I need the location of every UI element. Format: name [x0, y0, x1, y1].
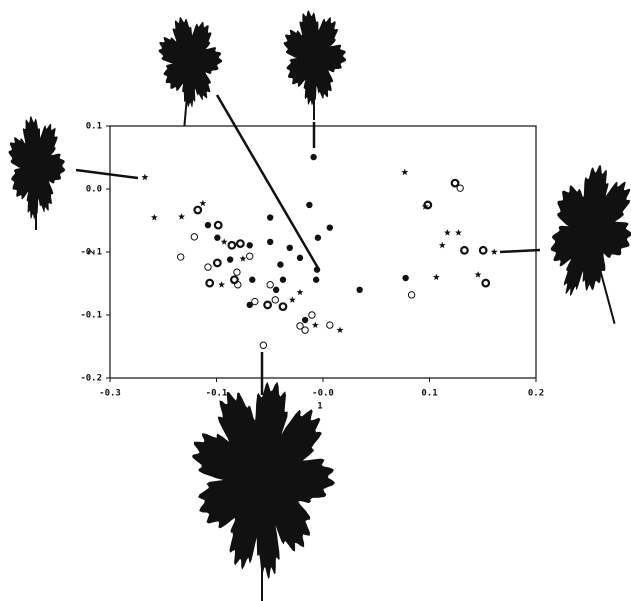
point	[280, 303, 287, 310]
point	[151, 214, 158, 221]
point	[302, 317, 308, 323]
point	[444, 229, 451, 236]
point	[247, 253, 253, 259]
point	[249, 277, 255, 283]
point	[482, 280, 489, 287]
point	[313, 277, 319, 283]
point	[199, 200, 206, 207]
point	[221, 238, 228, 245]
point	[302, 327, 308, 333]
point	[234, 269, 240, 275]
point	[327, 322, 333, 328]
point	[356, 287, 362, 293]
point	[267, 239, 273, 245]
point	[289, 296, 296, 303]
y-tick-label: -0.2	[80, 374, 102, 384]
point	[267, 214, 273, 220]
point	[401, 169, 408, 176]
leaf	[551, 165, 631, 296]
point	[215, 222, 222, 229]
chart: 1 2 -0.3-0.1-0.00.10.20.10.0-0.1-0.1-0.2	[0, 0, 631, 601]
point	[277, 261, 283, 267]
point	[247, 242, 253, 248]
point	[194, 207, 201, 214]
point	[309, 312, 315, 318]
connector	[76, 170, 138, 178]
plot-frame	[110, 126, 536, 378]
y-tick-label: -0.1	[80, 311, 102, 321]
point	[214, 260, 221, 267]
point	[206, 280, 213, 287]
point	[237, 240, 244, 247]
point	[475, 271, 482, 278]
point	[452, 180, 459, 187]
y-tick-label: -0.1	[80, 248, 102, 258]
point	[455, 229, 462, 236]
point	[287, 245, 293, 251]
point	[297, 255, 303, 261]
point	[205, 264, 211, 270]
leaf-silhouettes	[8, 10, 631, 601]
x-axis-label: 1	[317, 402, 322, 412]
point	[214, 235, 220, 241]
point	[264, 302, 271, 309]
point	[229, 242, 236, 249]
point	[218, 281, 225, 288]
connector	[500, 250, 540, 252]
point	[205, 222, 211, 228]
x-tick-label: 0.2	[528, 389, 544, 399]
point	[408, 292, 414, 298]
x-tick-label: -0.1	[206, 389, 228, 399]
x-tick-label: 0.1	[421, 389, 437, 399]
point	[260, 342, 266, 348]
point	[240, 255, 247, 262]
point	[439, 242, 446, 249]
point	[273, 287, 279, 293]
point	[191, 234, 197, 240]
leaf	[192, 382, 335, 579]
point	[267, 282, 273, 288]
point	[315, 235, 321, 241]
point	[327, 224, 333, 230]
x-tick-label: -0.0	[312, 389, 334, 399]
point	[227, 256, 233, 262]
point	[178, 213, 185, 220]
point	[280, 277, 286, 283]
y-tick-label: 0.1	[86, 122, 102, 132]
point	[178, 254, 184, 260]
point	[231, 276, 238, 283]
point	[297, 289, 304, 296]
point	[306, 202, 312, 208]
point	[491, 248, 498, 255]
point	[252, 298, 258, 304]
point	[142, 174, 149, 181]
point	[337, 327, 344, 334]
point	[402, 275, 408, 281]
point	[480, 247, 487, 254]
point	[310, 154, 316, 160]
point	[433, 274, 440, 281]
point	[314, 266, 320, 272]
point	[312, 322, 319, 329]
connectors	[76, 95, 540, 395]
y-tick-label: 0.0	[86, 185, 102, 195]
x-tick-label: -0.3	[99, 389, 121, 399]
point	[461, 247, 468, 254]
point	[272, 297, 278, 303]
